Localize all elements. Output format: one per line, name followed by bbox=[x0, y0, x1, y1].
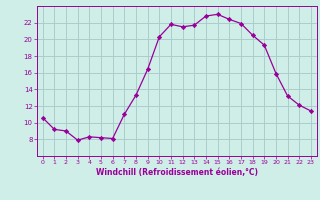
X-axis label: Windchill (Refroidissement éolien,°C): Windchill (Refroidissement éolien,°C) bbox=[96, 168, 258, 177]
